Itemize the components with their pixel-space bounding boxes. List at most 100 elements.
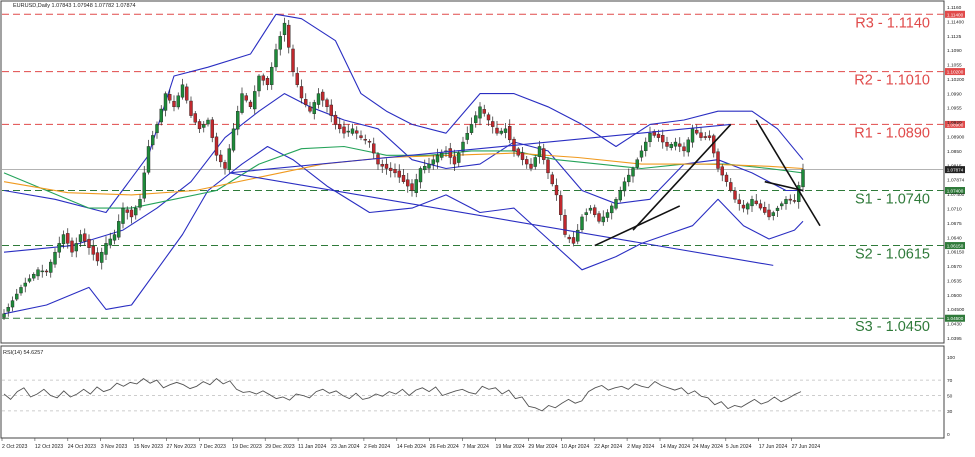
x-tick-label: 27 Nov 2023 [167,444,197,450]
candle-body [542,148,546,160]
x-tick-label: 10 Apr 2024 [561,444,589,450]
candle-body [406,179,410,187]
candle-body [380,164,384,167]
rsi-tick-label: 30 [947,409,953,415]
candle-body [129,209,134,218]
candle-body [36,269,40,277]
trendline [632,123,732,231]
candle-body [325,99,329,108]
candle-body [435,155,440,163]
candle-body [525,159,529,165]
candle-body [754,200,758,204]
level-label: R1 - 1.0890 [854,125,930,141]
candle-body [363,139,367,141]
trendline [755,119,821,227]
candle-body [287,24,291,48]
y-tick-label: 1.07400 [947,192,965,198]
candle-body [767,209,771,218]
x-tick-label: 2 Feb 2024 [364,444,390,450]
level-label: S3 - 1.0450 [855,319,930,335]
candle-body [639,150,644,158]
candle-body [61,234,66,245]
x-tick-label: 29 Mar 2024 [528,444,557,450]
candle-body [338,124,342,130]
candle-body [163,93,168,111]
y-tick-label: 1.06150 [947,250,965,256]
candle-body [588,207,593,211]
candle-body [622,181,627,192]
candle-body [482,109,486,114]
rsi-tick-label: 70 [947,378,953,384]
candle-body [168,94,172,101]
x-tick-label: 7 Mar 2024 [463,444,489,450]
x-tick-label: 3 Nov 2023 [101,444,128,450]
candle-body [91,246,95,255]
level-price-tag [945,187,965,194]
candle-body [508,126,512,141]
candle-body [117,221,121,238]
x-tick-label: 14 May 2024 [660,444,690,450]
candle-body [656,133,661,138]
level-price-tag [945,242,965,250]
trendline [229,172,774,266]
y-tick-label: 1.10200 [947,77,965,83]
candle-body [359,135,363,138]
candle-body [6,307,10,312]
candle-body [724,174,729,182]
candle-body [780,203,784,207]
candle-body [648,133,652,143]
candle-body [350,128,355,134]
y-tick-label: 1.0815 [947,163,962,169]
candle-body [529,163,533,169]
candle-body [474,115,478,123]
candle-body [112,234,117,241]
y-tick-label: 1.0570 [947,264,962,270]
candle-body [108,238,112,246]
candle-body [78,234,83,242]
candle-body [66,233,70,244]
candle-body [546,159,550,174]
candle-body [299,86,304,99]
candle-body [329,104,333,116]
trendline [229,123,731,174]
candle-body [610,205,614,214]
candle-body [202,124,206,128]
x-tick-label: 26 Feb 2024 [430,444,459,450]
x-tick-label: 29 Dec 2023 [265,444,295,450]
candle-body [172,101,176,108]
candle-body [618,190,622,201]
candle-body [231,128,236,151]
candle-body [104,243,108,255]
candle-body [210,119,214,138]
candle-body [189,100,193,116]
candle-body [703,136,707,138]
candle-body [559,195,563,215]
candle-body [180,84,185,98]
candle-body [265,78,270,85]
y-tick-label: 1.0710 [947,206,962,212]
candle-body [418,168,423,183]
x-tick-label: 22 Apr 2024 [594,444,622,450]
candle-body [155,124,159,134]
candle-body [142,172,146,199]
x-tick-label: 17 Jun 2024 [759,444,788,450]
candle-body [431,159,435,165]
current-price-tag-text: 1.07874 [947,168,964,173]
x-tick-label: 15 Nov 2023 [134,444,164,450]
rsi-tick-label: 50 [947,394,953,400]
candle-body [771,212,775,216]
candle-body [414,179,418,193]
candle-body [70,240,74,253]
candle-body [486,114,491,121]
candle-body [699,132,703,138]
candle-body [716,151,720,169]
candle-body [295,73,299,85]
y-tick-label: 1.0500 [947,293,962,299]
candle-body [499,130,503,134]
candle-body [397,170,401,178]
candle-body [665,141,669,147]
candle-body [40,270,44,273]
x-tick-label: 7 Dec 2023 [199,444,226,450]
candle-body [10,300,15,308]
